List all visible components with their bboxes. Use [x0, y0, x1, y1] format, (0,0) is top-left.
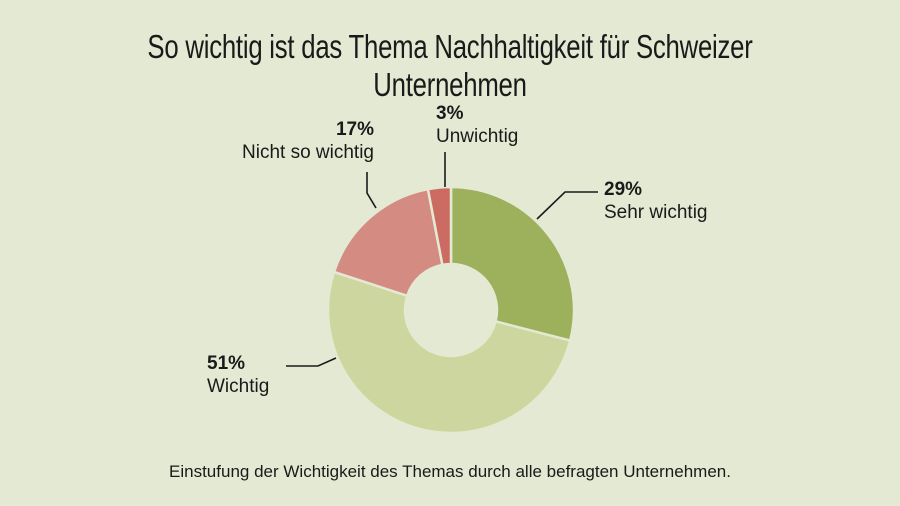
- value-label: 51%: [207, 353, 246, 374]
- category-label: Nicht so wichtig: [242, 142, 374, 163]
- value-label: 17%: [335, 119, 374, 140]
- label-wichtig: 51% Wichtig: [207, 352, 269, 398]
- category-label: Unwichtig: [436, 126, 519, 147]
- chart-caption: Einstufung der Wichtigkeit des Themas du…: [169, 462, 731, 481]
- label-sehr-wichtig: 29% Sehr wichtig: [604, 178, 708, 224]
- slice-nicht-so-wichtig: [332, 187, 444, 298]
- leader-line-sehr-wichtig: [536, 191, 598, 220]
- value-label: 29%: [604, 179, 643, 200]
- slice-sehr-wichtig: [449, 185, 576, 343]
- slice-unwichtig: [426, 185, 453, 267]
- category-label: Wichtig: [207, 376, 270, 397]
- label-nicht-so-wichtig: 17% Nicht so wichtig: [214, 118, 374, 164]
- leader-line-wichtig: [286, 357, 337, 367]
- slice-wichtig: [326, 270, 572, 435]
- label-unwichtig: 3% Unwichtig: [436, 102, 518, 148]
- value-label: 3%: [436, 103, 464, 124]
- leader-line-nicht-so-wichtig: [366, 172, 377, 209]
- category-label: Sehr wichtig: [604, 202, 708, 223]
- chart-title: So wichtig ist das Thema Nachhaltigkeit …: [147, 28, 753, 103]
